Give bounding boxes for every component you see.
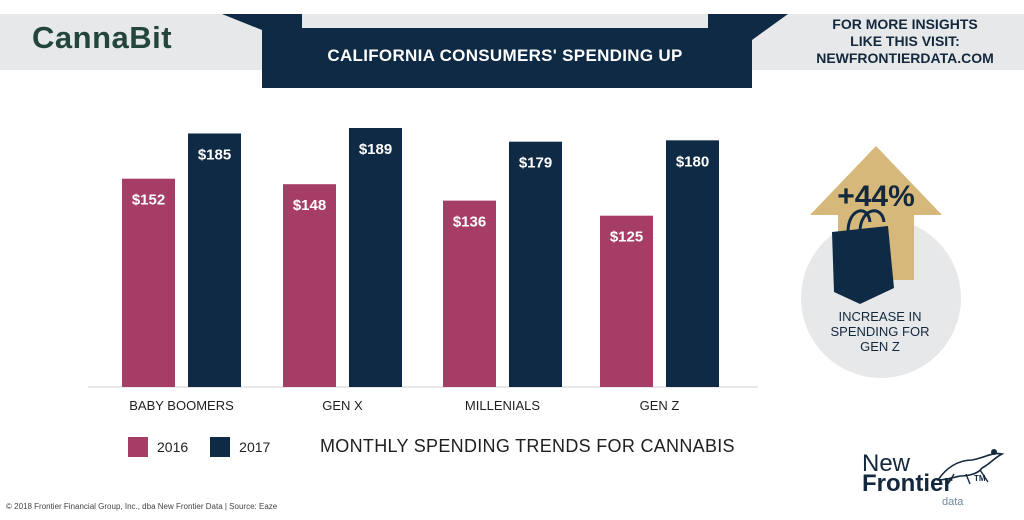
data-label-2017-1: $189 (359, 141, 392, 158)
data-label-2016-0: $152 (132, 192, 165, 209)
category-label-3: GEN Z (640, 398, 680, 413)
bar-2016-gen-z (600, 215, 653, 387)
data-label-2016-2: $136 (453, 214, 486, 231)
data-label-2017-2: $179 (519, 155, 552, 172)
shopping-bag-icon (832, 226, 894, 304)
legend-swatch-2016 (128, 437, 148, 457)
legend-label-2016: 2016 (157, 439, 189, 455)
new-frontier-logo[interactable]: New Frontier TM data (862, 446, 1012, 512)
brand-logo: CannaBit (32, 20, 173, 55)
legend: 2016 2017 (128, 437, 292, 457)
data-label-2017-0: $185 (198, 146, 231, 163)
bar-2016-gen-x (283, 184, 336, 387)
horse-rider-icon (936, 449, 1005, 485)
bag-handle-icon (846, 209, 872, 233)
promo-line-3[interactable]: NEWFRONTIERDATA.COM (816, 50, 994, 66)
promo-text[interactable]: FOR MORE INSIGHTS LIKE THIS VISIT: NEWFR… (790, 16, 1020, 67)
banner-title: CALIFORNIA CONSUMERS' SPENDING UP (327, 46, 683, 65)
callout-graphic (801, 146, 961, 378)
bar-2016-millenials (443, 200, 496, 387)
legend-swatch-2017 (210, 437, 231, 457)
promo-line-1: FOR MORE INSIGHTS (832, 16, 978, 32)
bar-2016-baby-boomers (122, 178, 175, 387)
bar-2017-baby-boomers (188, 133, 241, 387)
category-label-0: BABY BOOMERS (129, 398, 234, 413)
data-label-2016-1: $148 (293, 197, 326, 214)
legend-label-2017: 2017 (239, 439, 271, 455)
footer-credit: © 2018 Frontier Financial Group, Inc., d… (6, 502, 278, 511)
bar-2017-gen-x (349, 128, 402, 387)
callout-line-3: GEN Z (860, 339, 900, 354)
logo-frontier: Frontier (862, 470, 953, 497)
chart-title: MONTHLY SPENDING TRENDS FOR CANNABIS (320, 436, 735, 456)
category-label-1: GEN X (322, 398, 363, 413)
bar-2017-millenials (509, 141, 562, 387)
title-ribbon (222, 14, 788, 88)
ribbon-body (262, 28, 752, 88)
callout-line-1: INCREASE IN (838, 309, 922, 324)
callout-value: +44% (837, 180, 915, 213)
ribbon-right-fold (708, 14, 788, 40)
callout-text: INCREASE IN SPENDING FOR GEN Z (800, 309, 960, 354)
logo-tm: TM (974, 474, 986, 483)
callout-line-2: SPENDING FOR (830, 324, 930, 339)
bar-2017-gen-z (666, 140, 719, 387)
logo-new: New (862, 450, 911, 477)
category-label-2: MILLENIALS (465, 398, 540, 413)
logo-data: data (942, 496, 964, 508)
data-label-2016-3: $125 (610, 229, 643, 246)
data-label-2017-3: $180 (676, 153, 709, 170)
promo-line-2: LIKE THIS VISIT: (850, 33, 960, 49)
